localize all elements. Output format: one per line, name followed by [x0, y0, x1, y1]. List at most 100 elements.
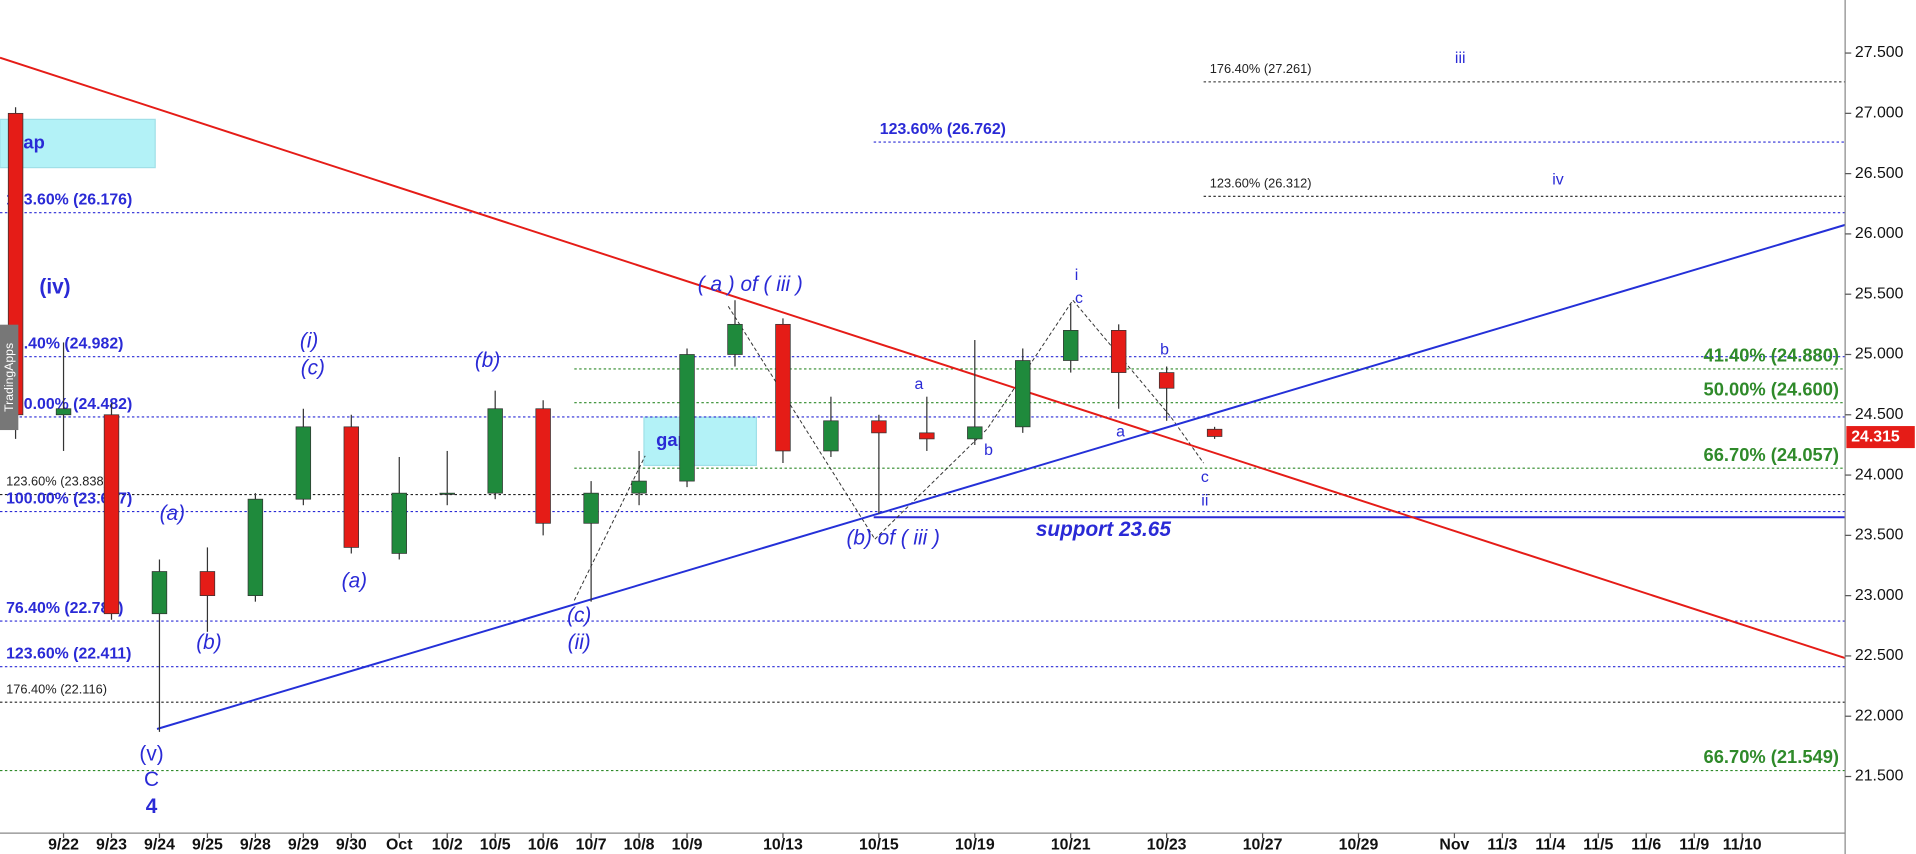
wave-label: (b): [475, 349, 500, 372]
candles: [7, 107, 1223, 732]
level-label: 123.60% (22.411): [6, 646, 131, 663]
candle-body: [391, 492, 407, 554]
levels: 176.40% (27.261) 123.60% (26.762) 123.60% …: [0, 61, 1846, 772]
level-label: 123.60% (26.176): [6, 192, 132, 209]
wave-path: [727, 306, 876, 540]
candle-body: [439, 492, 455, 495]
watermark: TradingApps: [0, 324, 19, 431]
y-tick-label: 22.500: [1855, 647, 1904, 664]
wave-label: i: [1075, 267, 1079, 284]
y-tick-label: 26.500: [1855, 165, 1904, 182]
level-label: 100.00% (24.482): [6, 396, 132, 413]
candle-body: [1158, 372, 1175, 389]
candle-body: [1110, 330, 1127, 373]
x-tick-label: 11/5: [1583, 837, 1613, 854]
axes: 27.500 27.000 26.500 26.000 25.500 25.000 24.5…: [48, 44, 1915, 854]
support-label: support 23.65: [1036, 518, 1171, 541]
wave-label: (c): [567, 604, 591, 627]
wave-paths: [573, 299, 1205, 601]
x-tick-label: 11/4: [1535, 837, 1565, 854]
candle-body: [199, 571, 216, 597]
wave-label: (a): [160, 502, 185, 525]
trend-line: [156, 223, 1846, 730]
candle-body: [727, 323, 743, 355]
x-tick-label: 9/29: [288, 837, 319, 854]
candle-body: [535, 408, 551, 524]
level-label: 123.60% (23.838): [6, 474, 108, 489]
level-label: 100.00% (23.697): [6, 491, 132, 508]
x-tick-label: 11/3: [1487, 837, 1517, 854]
x-tick-label: 10/13: [763, 837, 803, 854]
wave-label: (c): [301, 356, 325, 379]
x-tick-label: 9/23: [96, 837, 127, 854]
wave-labels: (iv) (i) (c) (b) ( a ) of ( iii ) i c a …: [39, 50, 1563, 818]
wave-label: b: [984, 442, 993, 459]
x-tick-label: 11/9: [1679, 837, 1709, 854]
x-tick-label: 9/25: [192, 837, 223, 854]
watermark-text: TradingApps: [2, 343, 16, 412]
wave-label: iv: [1552, 171, 1564, 188]
x-tick-label: 10/8: [624, 837, 655, 854]
level-label: 176.40% (27.261): [1210, 61, 1312, 76]
level-label: 76.40% (22.789): [6, 600, 123, 617]
y-tick-label: 27.000: [1855, 105, 1904, 122]
level-label: 123.60% (26.762): [880, 121, 1006, 138]
x-tick-label: 9/30: [336, 837, 367, 854]
x-tick-label: 10/2: [432, 837, 463, 854]
x-tick-label: 9/24: [144, 837, 175, 854]
y-tick-label: 23.500: [1855, 527, 1904, 544]
wave-label: (ii): [568, 631, 591, 654]
x-tick-label: 9/28: [240, 837, 271, 854]
candle-body: [1206, 428, 1223, 437]
candle-body: [55, 408, 72, 416]
candle-body: [343, 426, 360, 548]
level-label: 123.60% (26.312): [1210, 175, 1312, 190]
candle-body: [1063, 330, 1079, 361]
trend-line: [0, 56, 1846, 660]
wave-label: a: [1116, 424, 1125, 441]
x-tick-label: 10/15: [859, 837, 899, 854]
wave-label: a: [914, 376, 923, 393]
y-tick-label: 25.000: [1855, 346, 1904, 363]
candle-body: [247, 498, 264, 597]
y-tick-label: 22.000: [1855, 707, 1904, 724]
candle-body: [679, 354, 695, 482]
y-tick-label: 24.000: [1855, 466, 1904, 483]
x-tick-label: 10/21: [1051, 837, 1091, 854]
x-tick-label: 10/6: [528, 837, 559, 854]
wave-label: (b) of ( iii ): [847, 527, 940, 550]
level-label: 76.40% (24.982): [6, 336, 123, 353]
candle-body: [1015, 360, 1031, 428]
x-tick-label: 10/27: [1243, 837, 1283, 854]
x-tick-label: 10/23: [1147, 837, 1187, 854]
wave-label: (b): [196, 631, 221, 654]
candle-body: [487, 408, 503, 494]
x-tick-label: 10/7: [576, 837, 607, 854]
price-tag: [1846, 426, 1915, 449]
x-tick-label: 10/29: [1339, 837, 1379, 854]
wave-label: ii: [1201, 492, 1208, 509]
gap-zone: [0, 118, 156, 169]
candle-body: [871, 420, 887, 434]
wave-path: [573, 455, 646, 601]
wave-label: b: [1160, 342, 1169, 359]
price-tag-label: 24.315: [1851, 428, 1900, 445]
wave-label: ( a ) of ( iii ): [698, 273, 803, 296]
level-label: 41.40% (24.880): [1704, 345, 1839, 366]
wave-label: C: [144, 768, 159, 791]
x-tick-label: 10/19: [955, 837, 995, 854]
candle-body: [775, 323, 791, 452]
candle-body: [151, 571, 168, 615]
level-label: 50.00% (24.600): [1704, 378, 1839, 399]
wave-label: (iv): [39, 275, 70, 298]
x-tick-label: 10/5: [480, 837, 511, 854]
y-tick-label: 21.500: [1855, 768, 1904, 785]
y-tick-label: 25.500: [1855, 285, 1904, 302]
y-tick-label: 24.500: [1855, 406, 1904, 423]
y-tick-label: 26.000: [1855, 225, 1904, 242]
wave-label: c: [1075, 290, 1083, 307]
y-tick-label: 27.500: [1855, 44, 1904, 61]
x-tick-label: Nov: [1439, 837, 1469, 854]
